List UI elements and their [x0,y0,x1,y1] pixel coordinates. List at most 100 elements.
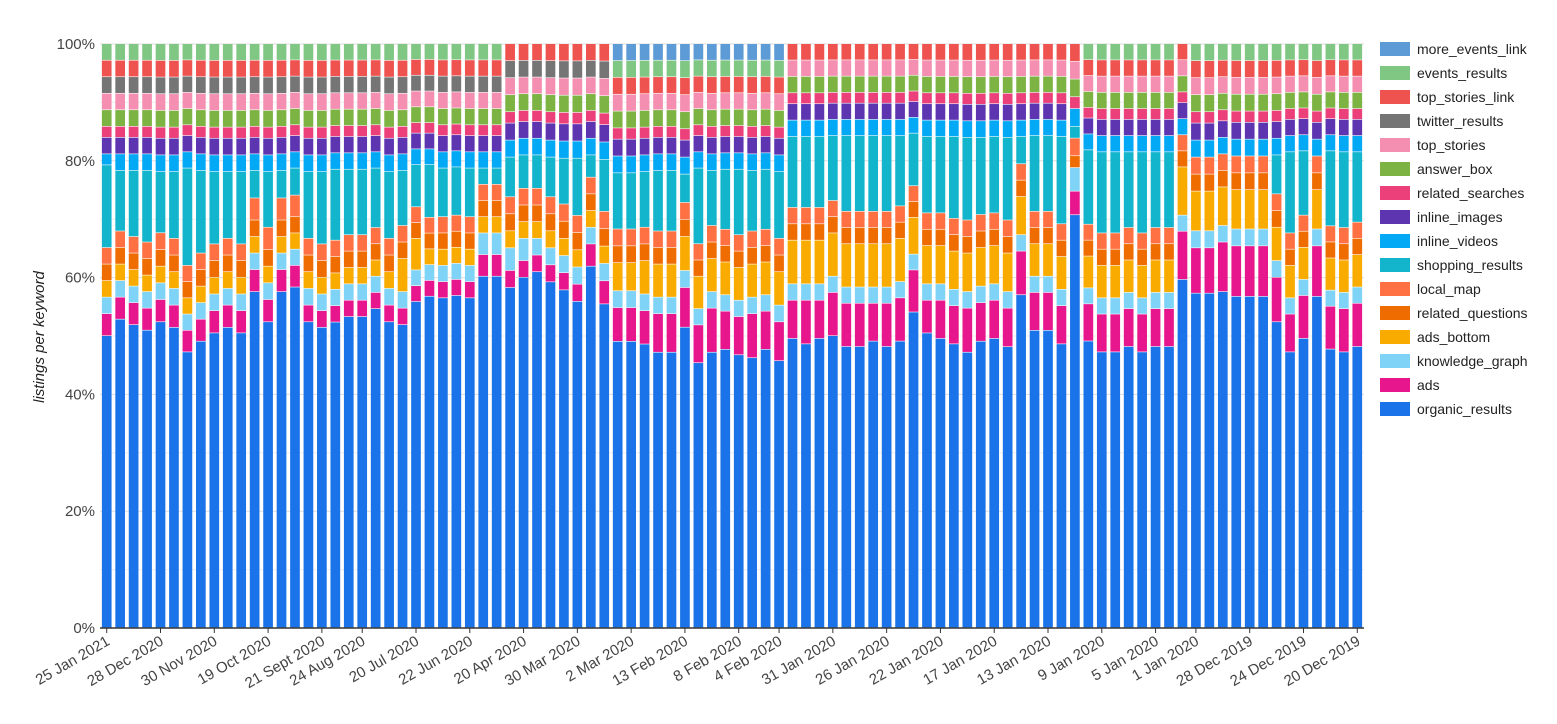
bar-segment-knowledge-graph [1352,287,1363,303]
bar-segment-local-map [841,211,852,228]
bar-segment-knowledge-graph [128,286,139,303]
bar-segment-local-map [249,198,260,220]
legend-swatch [1380,234,1410,248]
bar-segment-top-stories [236,94,247,111]
legend-item-inline-videos[interactable]: inline_videos [1380,233,1498,249]
bar-segment-ads [935,300,946,339]
bar-segment-shopping-results [1298,151,1309,215]
bar-segment-top-stories-link [733,76,744,93]
bar-segment-ads [922,300,932,333]
bar-segment-events-results [1123,44,1134,60]
bar-segment-ads-bottom [774,272,784,305]
bar-segment-knowledge-graph [1123,292,1134,309]
bar-segment-top-stories-link [384,60,394,77]
bar-segment-knowledge-graph [828,276,838,293]
bar-segment-related-searches [585,110,596,122]
bar-segment-knowledge-graph [491,233,502,255]
bar-segment-inline-videos [1217,137,1228,154]
bar-segment-top-stories [922,60,932,77]
bar-segment-knowledge-graph [290,249,300,266]
bar-segment-related-searches [828,92,838,103]
bar-segment-shopping-results [989,136,1000,213]
bar-segment-shopping-results [142,170,152,242]
bar-segment-organic-results [585,266,596,628]
bar-segment-answer-box [801,76,811,93]
bar-segment-answer-box [949,76,959,93]
legend-item-top-stories[interactable]: top_stories [1380,137,1485,153]
bar-segment-ads [115,297,126,319]
bar-segment-inline-images [451,135,462,151]
bar-segment-ads [545,265,556,282]
bar-segment-related-questions [545,214,556,231]
bar-segment-related-questions [572,232,583,250]
bar-segment-ads [330,305,341,322]
bar-segment-knowledge-graph [518,238,529,261]
bar-segment-top-stories-link [370,60,381,76]
bar-segment-related-questions [222,255,233,272]
bar-segment-shopping-results [438,168,448,217]
bar-segment-answer-box [787,76,798,93]
bar-segment-related-searches [518,110,529,122]
bar-segment-ads [1352,303,1363,347]
bar-segment-related-questions [1338,244,1349,260]
bar-segment-organic-results [1083,341,1094,628]
bar-segment-top-stories-link [142,60,152,77]
legend-item-related-questions[interactable]: related_questions [1380,305,1528,321]
bar-segment-shopping-results [962,137,973,220]
bar-segment-top-stories-link [760,76,771,93]
legend-item-related-searches[interactable]: related_searches [1380,185,1524,201]
bar-segment-top-stories-link [612,77,623,94]
bar-segment-answer-box [733,109,744,126]
bar-segment-top-stories [841,60,852,76]
bar-segment-top-stories [1271,77,1282,94]
legend-item-ads[interactable]: ads [1380,377,1440,393]
bar-segment-top-stories-link [1083,59,1094,76]
bar-segment-related-questions [1110,249,1121,266]
bar-segment-organic-results [922,333,932,628]
legend-item-more-events-link[interactable]: more_events_link [1380,41,1528,57]
bar-segment-organic-results [209,333,220,628]
bar-segment-inline-videos [922,120,932,137]
bar-segment-twitter-results [236,77,247,94]
bar-segment-local-map [357,235,368,251]
bar-segment-ads-bottom [854,244,865,287]
bar-segment-top-stories [908,59,919,75]
bar-segment-answer-box [357,109,368,126]
legend-item-ads-bottom[interactable]: ads_bottom [1380,329,1490,345]
bar-segment-top-stories [330,93,341,109]
legend-item-local-map[interactable]: local_map [1380,281,1481,297]
bar-segment-ads [1164,308,1174,347]
bar-segment-organic-results [720,349,731,628]
bar-segment-top-stories [169,94,179,111]
bar-segment-events-results [343,44,354,60]
bar-segment-inline-images [814,104,825,120]
bar-segment-ads-bottom [935,245,946,284]
bar-segment-ads [1096,314,1107,352]
bar-segment-answer-box [249,110,260,127]
bar-segment-organic-results [478,276,489,628]
bar-segment-shopping-results [949,136,959,219]
bar-segment-local-map [222,238,233,255]
legend-item-organic-results[interactable]: organic_results [1380,401,1512,417]
legend-item-events-results[interactable]: events_results [1380,65,1507,81]
bar-segment-local-map [1137,233,1147,249]
bar-segment-top-stories [1110,76,1121,93]
bar-segment-ads [599,281,610,304]
bar-segment-ads [787,300,798,339]
legend-item-top-stories-link[interactable]: top_stories_link [1380,89,1515,105]
bar-segment-organic-results [1043,330,1053,628]
bar-segment-related-searches [303,127,314,138]
legend-item-twitter-results[interactable]: twitter_results [1380,113,1503,129]
legend-item-answer-box[interactable]: answer_box [1380,161,1493,177]
bar-segment-ads-bottom [505,231,515,248]
legend-swatch [1380,90,1410,104]
bar-segment-ads-bottom [1258,190,1268,229]
legend-item-shopping-results[interactable]: shopping_results [1380,257,1523,273]
bar-segment-related-questions [693,260,704,276]
bar-segment-twitter-results [438,76,448,93]
bar-segment-inline-videos [1002,121,1013,138]
legend-item-knowledge-graph[interactable]: knowledge_graph [1380,353,1528,369]
bar-segment-related-questions [182,281,193,298]
legend-item-inline-images[interactable]: inline_images [1380,209,1503,225]
